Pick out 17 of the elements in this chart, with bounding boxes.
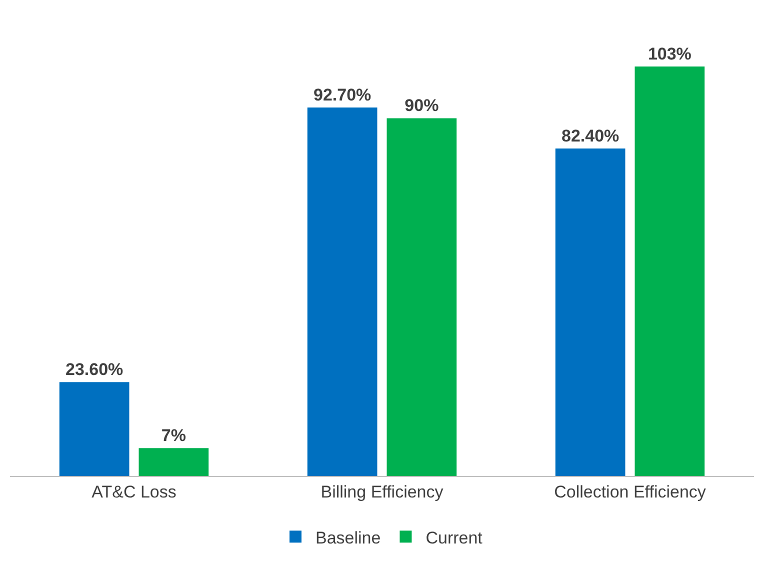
- data-label: 103%: [648, 44, 692, 64]
- x-tick-label: Collection Efficiency: [554, 482, 706, 502]
- data-label: 92.70%: [313, 86, 372, 104]
- bar: [307, 108, 378, 476]
- bar: [555, 148, 626, 476]
- bar: [634, 66, 705, 476]
- bar: [59, 382, 130, 476]
- legend-label: Current: [426, 528, 483, 548]
- x-tick-label: Billing Efficiency: [320, 482, 444, 502]
- bar: [138, 448, 209, 476]
- data-label: 7%: [161, 426, 186, 446]
- x-tick-label: AT&C Loss: [92, 482, 176, 502]
- data-label: 82.40%: [561, 126, 620, 146]
- data-label: 23.60%: [65, 360, 124, 380]
- legend-label: Baseline: [316, 528, 381, 548]
- bar: [386, 118, 457, 476]
- data-label: 90%: [404, 96, 439, 116]
